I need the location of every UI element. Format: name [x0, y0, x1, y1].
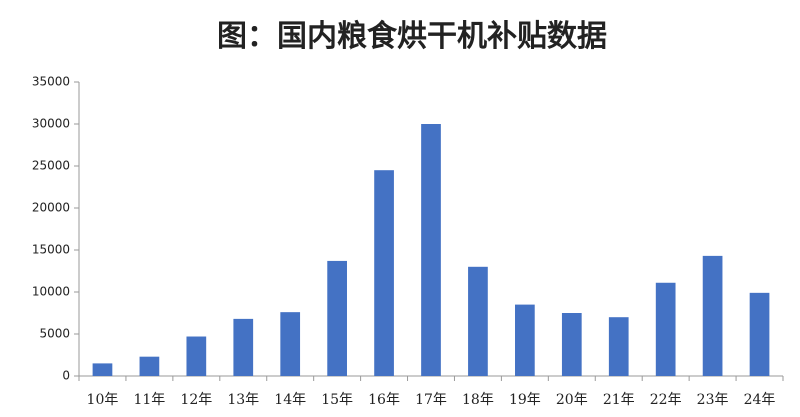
y-tick-label: 15000 — [32, 243, 70, 257]
x-tick-label: 24年 — [744, 392, 776, 408]
bar — [374, 170, 394, 376]
chart-title: 图：国内粮食烘干机补贴数据 — [217, 19, 607, 54]
x-tick-label: 19年 — [509, 392, 541, 408]
x-tick-label: 11年 — [133, 392, 165, 408]
y-tick-label: 10000 — [32, 285, 70, 299]
x-tick-label: 17年 — [415, 392, 447, 408]
x-tick-label: 20年 — [556, 392, 588, 408]
y-tick-label: 5000 — [39, 327, 70, 341]
bar — [327, 260, 347, 376]
bar — [139, 356, 160, 376]
bar — [608, 317, 629, 376]
y-tick-label: 20000 — [32, 201, 70, 215]
y-tick-label: 30000 — [32, 117, 70, 131]
bar — [702, 255, 723, 376]
y-tick-label: 25000 — [32, 159, 70, 173]
x-tick-label: 15年 — [321, 392, 353, 408]
x-tick-label: 13年 — [227, 392, 259, 408]
y-tick-label: 35000 — [32, 75, 70, 89]
x-tick-label: 16年 — [368, 392, 400, 408]
x-tick-label: 10年 — [87, 392, 119, 408]
x-tick-label: 12年 — [180, 392, 212, 408]
bar — [515, 304, 535, 376]
bar — [655, 282, 676, 376]
x-tick-label: 18年 — [462, 392, 494, 408]
x-tick-label: 22年 — [650, 392, 682, 408]
bar — [749, 292, 770, 376]
bar — [421, 124, 441, 376]
bar — [92, 363, 113, 376]
bar — [233, 318, 254, 376]
x-tick-label: 23年 — [697, 392, 729, 408]
x-tick-label: 21年 — [603, 392, 635, 408]
bar — [280, 312, 301, 376]
bar — [186, 336, 207, 376]
bar — [561, 313, 582, 376]
x-tick-label: 14年 — [274, 392, 306, 408]
bar — [468, 266, 488, 376]
y-tick-label: 0 — [62, 369, 70, 383]
